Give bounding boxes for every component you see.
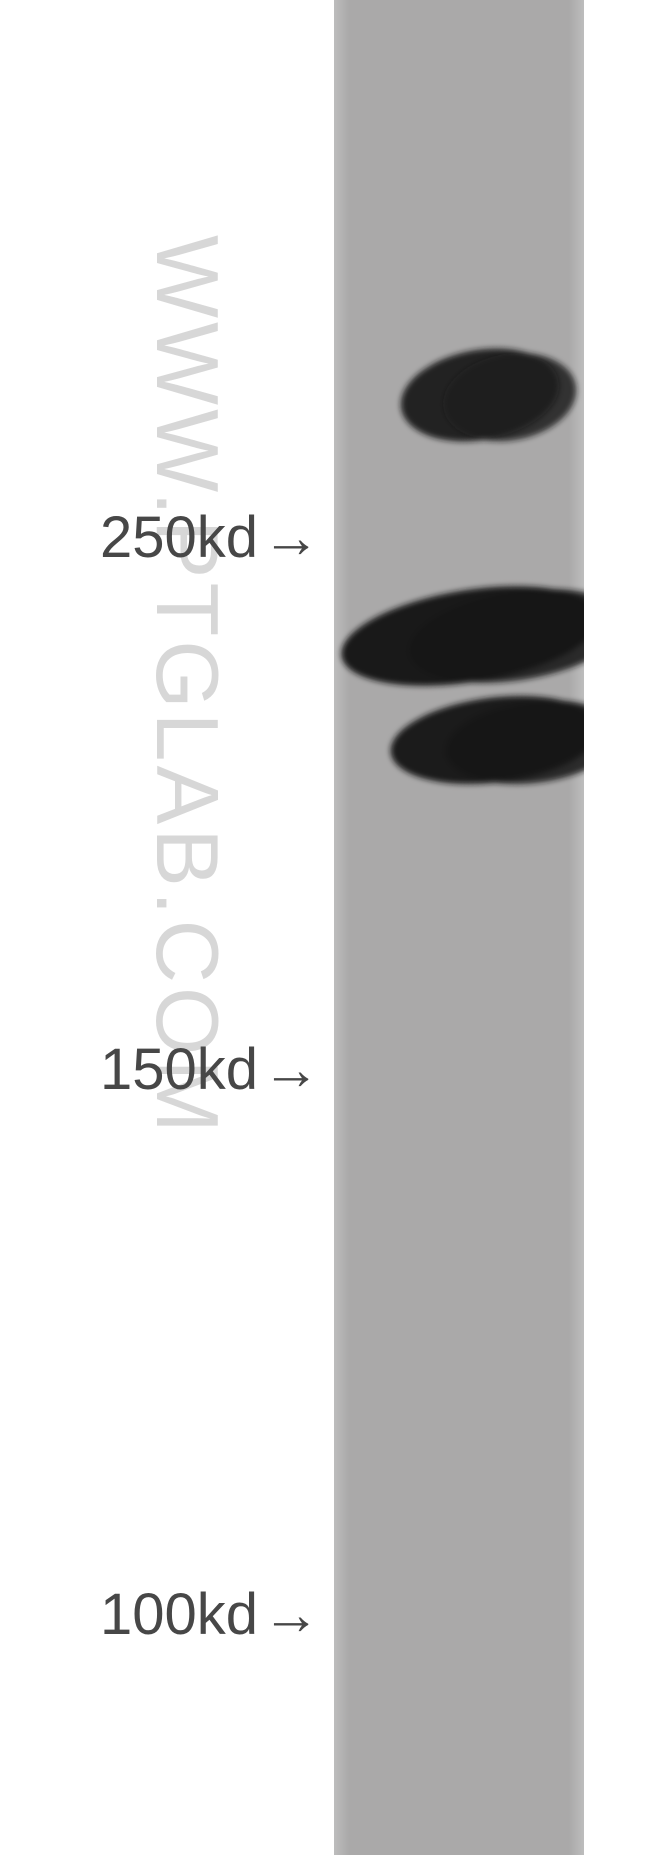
mw-marker-label: 150kd [100,1036,258,1103]
band [393,334,583,459]
mw-marker: 150kd→ [0,1035,320,1105]
band [386,682,626,800]
arrow-right-icon: → [262,1036,320,1103]
bands-overlay [0,0,650,1855]
blot-canvas: WWW.PTGLAB.COM 250kd→150kd→100kd→ [0,0,650,1855]
mw-marker: 100kd→ [0,1580,320,1650]
arrow-right-icon: → [262,504,320,571]
mw-marker: 250kd→ [0,503,320,573]
mw-marker-label: 250kd [100,504,258,571]
band [334,566,632,707]
mw-marker-label: 100kd [100,1581,258,1648]
arrow-right-icon: → [262,1581,320,1648]
